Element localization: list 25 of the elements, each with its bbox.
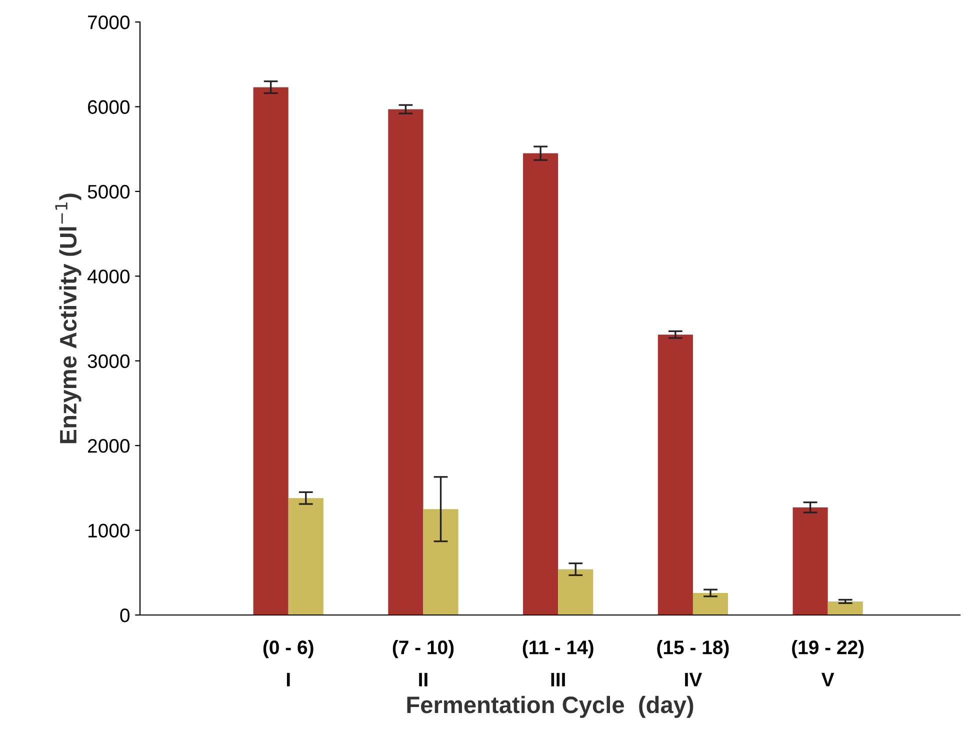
bar <box>423 509 458 615</box>
x-tick-label: (19 - 22) V <box>792 640 864 686</box>
y-tick-label: 0 <box>120 608 130 622</box>
x-tick-label: (11 - 14) III <box>522 640 594 686</box>
y-tick-label: 1000 <box>88 524 130 538</box>
x-tick-label: (15 - 18) IV <box>657 640 729 686</box>
bar <box>288 498 324 615</box>
bar <box>388 109 424 615</box>
bar <box>523 153 558 615</box>
bar <box>692 592 728 615</box>
bar <box>828 601 863 615</box>
y-tick-label: 7000 <box>88 15 130 30</box>
bar <box>792 507 828 615</box>
bar <box>253 87 288 615</box>
y-tick-label: 5000 <box>88 184 130 199</box>
x-tick-label: (0 - 6) I <box>263 640 314 686</box>
x-tick-label: (7 - 10) II <box>392 640 454 686</box>
y-tick-label: 6000 <box>88 100 130 114</box>
bar <box>658 334 693 615</box>
bar <box>558 569 594 615</box>
x-axis-title: Fermentation Cycle (day) <box>407 696 694 718</box>
y-tick-label: 2000 <box>88 439 130 453</box>
y-tick-label: 3000 <box>88 354 130 368</box>
y-tick-label: 4000 <box>87 270 130 284</box>
y-axis-title: Enzyme Activity (Ul$^{−1}$) <box>55 194 82 444</box>
